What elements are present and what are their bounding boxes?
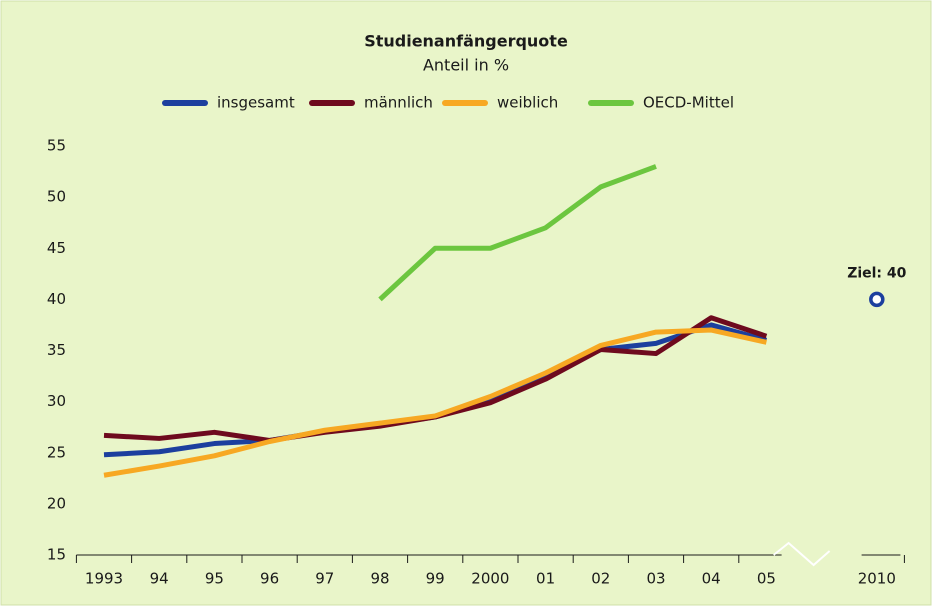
x-tick-label: 96 [260, 570, 279, 588]
x-tick-label: 1993 [85, 570, 123, 588]
axis-break [772, 541, 831, 567]
y-tick-label: 40 [47, 290, 66, 308]
series-line [103, 327, 767, 478]
x-tick-label: 05 [757, 570, 776, 588]
x-tick-label: 99 [426, 570, 445, 588]
x-tick-label: 95 [205, 570, 224, 588]
y-tick-label: 35 [47, 341, 66, 359]
y-tick-label: 55 [47, 137, 66, 155]
x-tick-label: 94 [150, 570, 169, 588]
x-tick-label: 03 [646, 570, 665, 588]
x-tick-label: 01 [536, 570, 555, 588]
x-tick-label: 2010 [858, 570, 896, 588]
series-line [378, 164, 657, 302]
y-tick-label: 20 [47, 494, 66, 512]
x-tick-label: 98 [370, 570, 389, 588]
chart-title: Studienanfängerquote [364, 32, 568, 51]
x-tick-label: 2000 [471, 570, 509, 588]
axis-break-gap [781, 552, 862, 558]
x-tick-label: 97 [315, 570, 334, 588]
y-tick-label: 15 [47, 546, 66, 564]
legend-label: insgesamt [217, 94, 295, 112]
y-tick-label: 50 [47, 188, 66, 206]
annotation-label: Ziel: 40 [847, 265, 906, 281]
x-tick-label: 04 [702, 570, 721, 588]
legend-label: OECD-Mittel [643, 94, 734, 112]
target-marker [869, 291, 885, 308]
legend-label: männlich [364, 94, 433, 112]
legend-label: weiblich [497, 94, 558, 112]
chart-subtitle: Anteil in % [423, 56, 509, 75]
x-tick-label: 02 [591, 570, 610, 588]
y-tick-label: 45 [47, 239, 66, 257]
y-tick-label: 30 [47, 392, 66, 410]
y-tick-label: 25 [47, 443, 66, 461]
